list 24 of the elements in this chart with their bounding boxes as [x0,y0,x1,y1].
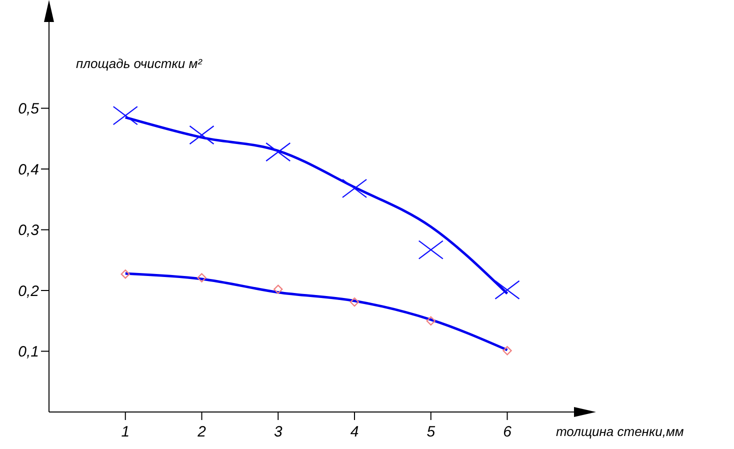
y-tick-label: 0,2 [18,282,40,300]
x-tick-label: 3 [274,424,283,441]
y-tick-label: 0,4 [18,161,39,178]
y-tick-label: 0,3 [18,222,40,240]
x-tick-label: 2 [196,424,207,441]
point [112,106,138,126]
x-tick-label: 6 [503,424,512,441]
x-tick-label: 4 [350,424,359,441]
point [502,346,512,356]
x-tick-label: 1 [121,424,130,441]
y-tick-label: 0,5 [18,100,40,118]
point [418,240,444,260]
point [189,125,214,145]
point [274,284,283,294]
point [494,280,520,300]
line-series [124,116,509,295]
y-axis-title: площадь очистки м² [76,56,202,71]
x-axis-title: толщина стенки,мм [556,424,684,439]
point [197,273,206,282]
y-tick-label: 0,1 [18,344,39,361]
point [120,270,130,279]
x-tick-label: 5 [426,424,436,441]
point [426,316,436,326]
point [350,297,360,307]
